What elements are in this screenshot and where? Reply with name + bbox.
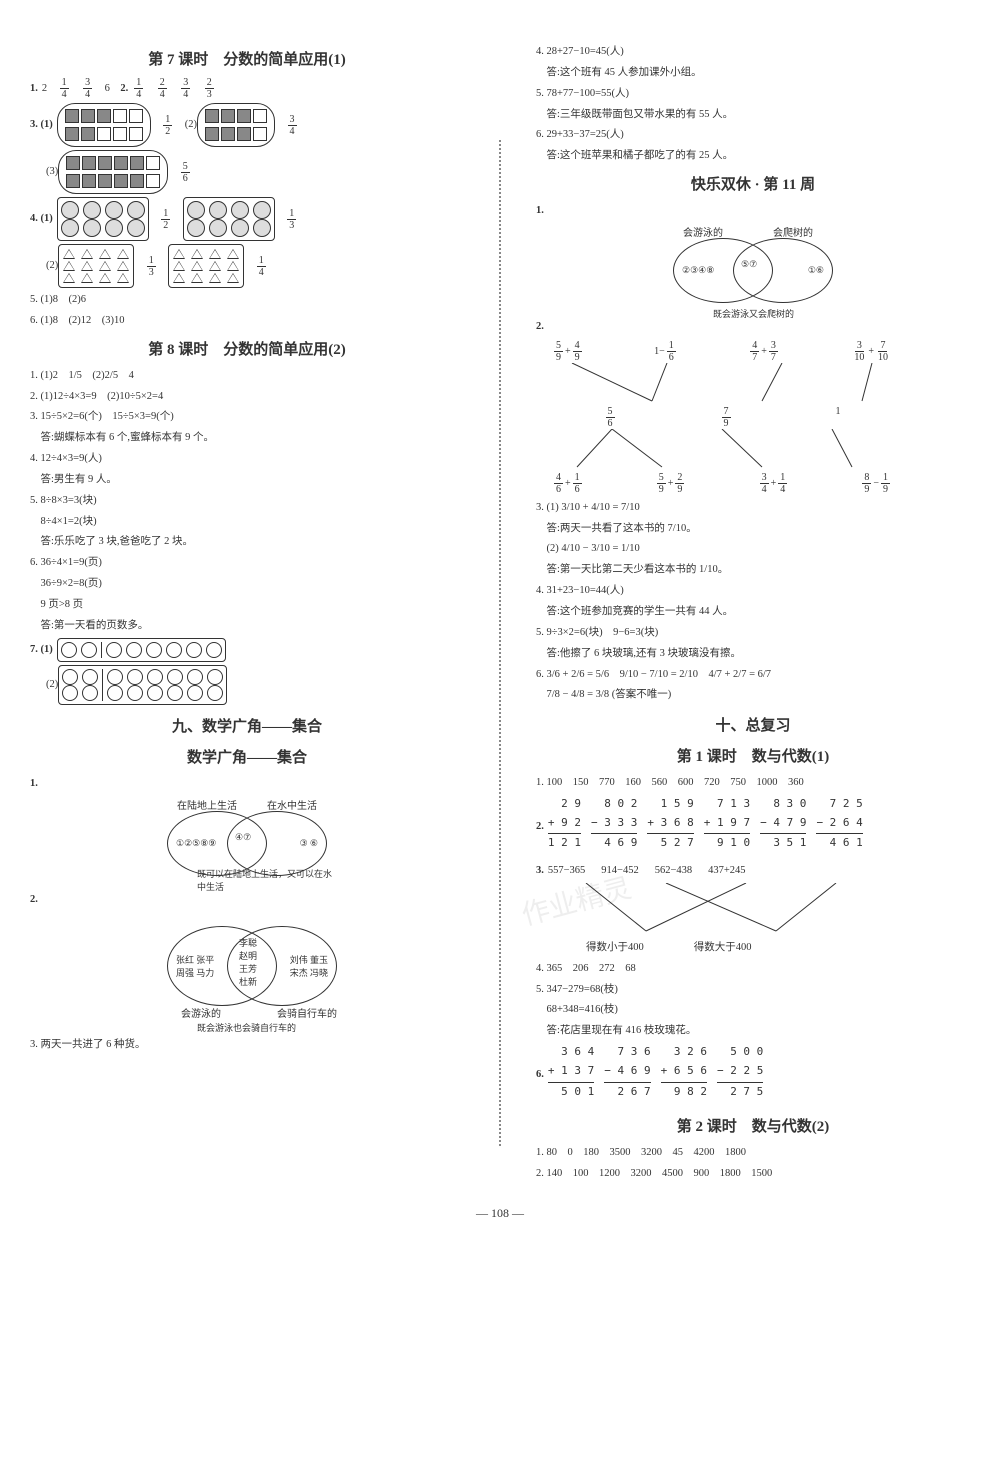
lesson-8-lines: 1. (1)2 1/5 (2)2/5 42. (1)12÷4×3=9 (2)10… bbox=[30, 367, 464, 635]
tri-grid-1 bbox=[58, 244, 134, 288]
q7-2: (2) bbox=[30, 665, 464, 705]
circle-grid-2 bbox=[58, 665, 227, 705]
right-top-lines: 4. 28+27−10=45(人) 答:这个班有 45 人参加课外小组。5. 7… bbox=[536, 43, 970, 165]
q5-right-lines: 5. 347−279=68(枝) 68+348=416(枝) 答:花店里现在有 … bbox=[536, 981, 970, 1041]
apple-grid-1 bbox=[57, 197, 149, 241]
chapter-9-sub: 数学广角——集合 bbox=[30, 746, 464, 767]
q3-right-lines: 3. (1) 3/10 + 4/10 = 7/10 答:两天一共看了这本书的 7… bbox=[536, 499, 970, 704]
q3-last: 3. 两天一共进了 6 种货。 bbox=[30, 1036, 464, 1054]
tree-3-top: 557−365914−452562−438437+245 bbox=[548, 862, 746, 880]
q6: 6. (1)8 (2)12 (3)10 bbox=[30, 312, 464, 330]
tri-grid-2 bbox=[168, 244, 244, 288]
right-end-lines: 1. 80 0 180 3500 3200 45 4200 18002. 140… bbox=[536, 1144, 970, 1183]
lesson-10-2-heading: 第 2 课时 数与代数(2) bbox=[536, 1115, 970, 1136]
q4-row: 4. (1) 12 13 bbox=[30, 197, 464, 241]
tree-3-svg bbox=[556, 883, 876, 933]
calc-row-6: 6. 3 6 4+ 1 3 75 0 17 3 6− 4 6 92 6 73 2… bbox=[536, 1043, 970, 1107]
venn-2: 张红 张平 周强 马力 刘伟 董玉 宋杰 冯晓 李聪 赵明 王芳 杜新 会游泳的… bbox=[157, 912, 337, 1022]
lesson-8-heading: 第 8 课时 分数的简单应用(2) bbox=[30, 338, 464, 359]
chapter-9-heading: 九、数学广角——集合 bbox=[30, 715, 464, 736]
q7-1: 7. (1) bbox=[30, 638, 464, 662]
calc-row-2: 2. 2 9+ 9 21 2 18 0 2− 3 3 34 6 91 5 9+ … bbox=[536, 795, 970, 859]
lesson-7-heading: 第 7 课时 分数的简单应用(1) bbox=[30, 48, 464, 69]
box-grid-2 bbox=[197, 103, 275, 147]
lesson-10-1-heading: 第 1 课时 数与代数(1) bbox=[536, 745, 970, 766]
right-column: 4. 28+27−10=45(人) 答:这个班有 45 人参加课外小组。5. 7… bbox=[536, 40, 970, 1186]
q1-line: 1. 2 14 34 6 2. 14 24 34 23 bbox=[30, 77, 464, 100]
box-grid-3 bbox=[58, 150, 168, 194]
week-11-heading: 快乐双休 · 第 11 周 bbox=[536, 173, 970, 194]
apple-grid-2 bbox=[183, 197, 275, 241]
box-grid-1 bbox=[57, 103, 151, 147]
q1-nums: 1. 100 150 770 160 560 600 720 750 1000 … bbox=[536, 774, 970, 792]
q4-2: (2) 13 14 bbox=[30, 244, 464, 288]
tree-3-bot: 得数小于400 得数大于400 bbox=[586, 939, 970, 957]
q3-row: 3. (1) 12 (2) 34 bbox=[30, 103, 464, 147]
column-divider bbox=[499, 140, 501, 1146]
circle-grid-1 bbox=[57, 638, 226, 662]
page-number: — 108 — bbox=[30, 1206, 970, 1221]
q5: 5. (1)8 (2)6 bbox=[30, 291, 464, 309]
q3-3: (3) 56 bbox=[30, 150, 464, 194]
q4-right: 4. 365 206 272 68 bbox=[536, 960, 970, 978]
tree-diagram-2: 59+49 1−16 47+37 310+710 56 79 1 46+16 5… bbox=[552, 340, 970, 495]
venn-11: 会游泳的 会爬树的 ②③④⑧ ①⑥ ⑤⑦ 既会游泳又会爬树的 bbox=[663, 224, 843, 314]
chapter-10-heading: 十、总复习 bbox=[536, 714, 970, 735]
venn-1: 在陆地上生活 在水中生活 ①②⑤⑧⑨ ③ ⑥ ④⑦ 既可以在陆地上生活，又可以在… bbox=[157, 797, 337, 887]
left-column: 第 7 课时 分数的简单应用(1) 1. 2 14 34 6 2. 14 24 … bbox=[30, 40, 464, 1186]
